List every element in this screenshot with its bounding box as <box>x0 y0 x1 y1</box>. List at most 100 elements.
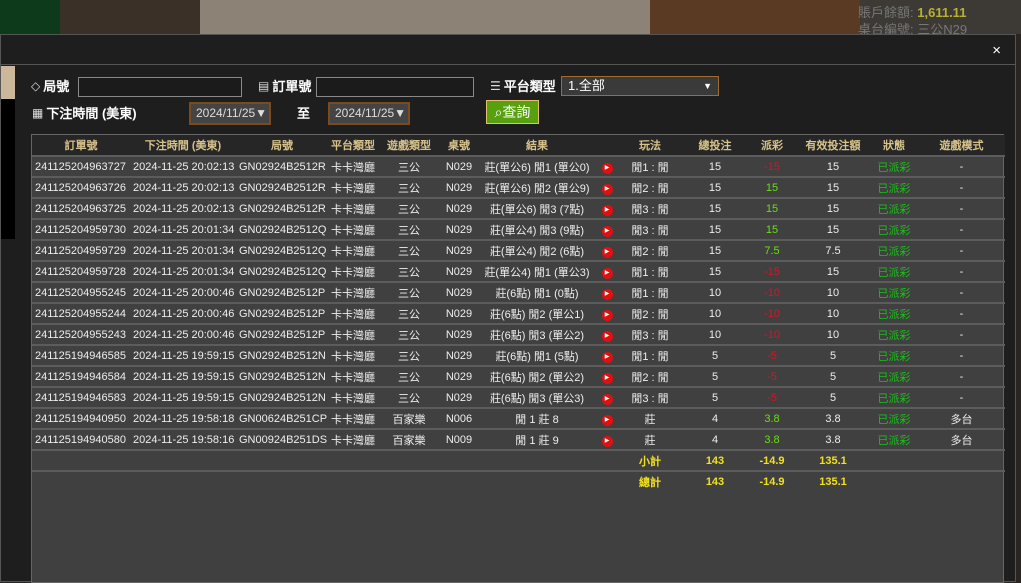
payout: -5 <box>748 386 796 408</box>
game-type: 三公 <box>378 218 440 240</box>
replay-cell: ▶ <box>596 218 618 240</box>
valid-bet: 10 <box>796 281 870 303</box>
result: 莊(單公6) 閒2 (單公9) <box>478 176 596 198</box>
valid-bet: 10 <box>796 323 870 345</box>
payout: 7.5 <box>748 239 796 261</box>
replay-icon[interactable]: ▶ <box>601 414 613 426</box>
calendar-icon: ▦ <box>32 105 44 120</box>
replay-icon[interactable]: ▶ <box>601 309 613 321</box>
subtotal-label: 小計 <box>618 449 682 471</box>
round-id: GN02924B2512N <box>236 365 328 387</box>
game-type: 三公 <box>378 365 440 387</box>
round-id: GN00624B251CP <box>236 407 328 429</box>
table-no: N029 <box>440 155 478 177</box>
bet-record-table: 訂單號 下注時間 (美東) 局號 平台類型 遊戲類型 桌號 結果 玩法 總投注 派彩 有效投注額 狀態… <box>31 134 1005 583</box>
game-mode: - <box>918 365 1005 387</box>
result: 莊(6點) 閒1 (5點) <box>478 344 596 366</box>
table-no: N029 <box>440 323 478 345</box>
total-valid: 135.1 <box>796 470 870 492</box>
empty-cell <box>32 449 130 471</box>
game-type: 百家樂 <box>378 407 440 429</box>
table-no: N029 <box>440 302 478 324</box>
platform: 卡卡灣廳 <box>328 344 378 366</box>
play-type: 閒2 : 閒 <box>618 302 682 324</box>
result: 莊(單公4) 閒2 (6點) <box>478 239 596 261</box>
payout: -10 <box>748 281 796 303</box>
platform: 卡卡灣廳 <box>328 281 378 303</box>
bet-time: 2024-11-25 20:01:34 <box>130 239 236 261</box>
game-mode: - <box>918 323 1005 345</box>
replay-icon[interactable]: ▶ <box>601 288 613 300</box>
order-id: 241125204955245 <box>32 281 130 303</box>
platform: 卡卡灣廳 <box>328 197 378 219</box>
platform: 卡卡灣廳 <box>328 302 378 324</box>
order-input[interactable] <box>316 77 474 97</box>
status: 已派彩 <box>870 281 918 303</box>
round-input[interactable] <box>78 77 242 97</box>
round-id: GN02924B2512Q <box>236 239 328 261</box>
replay-icon[interactable]: ▶ <box>601 330 613 342</box>
empty-cell <box>130 470 236 492</box>
platform-filter-label: ☰ 平台類型 <box>490 76 556 95</box>
replay-icon[interactable]: ▶ <box>601 435 613 447</box>
platform-select[interactable]: 1.全部 ▼ <box>561 76 719 96</box>
query-label: 查詢 <box>502 104 531 120</box>
status: 已派彩 <box>870 428 918 450</box>
replay-icon[interactable]: ▶ <box>601 225 613 237</box>
subtotal-payout: -14.9 <box>748 449 796 471</box>
order-id: 241125194946583 <box>32 386 130 408</box>
date-from-select[interactable]: 2024/11/25▼ <box>189 102 271 125</box>
bet-time: 2024-11-25 20:01:34 <box>130 260 236 282</box>
round-id: GN00924B251DS <box>236 428 328 450</box>
replay-cell: ▶ <box>596 155 618 177</box>
table-label: 桌台編號: <box>858 22 914 37</box>
total-bet: 15 <box>682 239 748 261</box>
valid-bet: 3.8 <box>796 428 870 450</box>
replay-icon[interactable]: ▶ <box>601 372 613 384</box>
replay-icon[interactable]: ▶ <box>601 183 613 195</box>
game-type: 三公 <box>378 176 440 198</box>
replay-icon[interactable]: ▶ <box>601 267 613 279</box>
chevron-down-icon: ▼ <box>703 81 712 91</box>
date-to-select[interactable]: 2024/11/25▼ <box>328 102 410 125</box>
replay-icon[interactable]: ▶ <box>601 351 613 363</box>
table-row: 241125204955244 2024-11-25 20:00:46 GN0292… <box>32 302 1005 324</box>
table-no: N029 <box>440 365 478 387</box>
replay-icon[interactable]: ▶ <box>601 162 613 174</box>
status: 已派彩 <box>870 302 918 324</box>
round-id: GN02924B2512N <box>236 344 328 366</box>
status: 已派彩 <box>870 386 918 408</box>
tag-icon: ◇ <box>31 78 41 93</box>
table-row: 241125204959730 2024-11-25 20:01:34 GN0292… <box>32 218 1005 240</box>
empty-cell <box>870 449 918 471</box>
table-no: N029 <box>440 176 478 198</box>
payout: 15 <box>748 197 796 219</box>
total-bet: 15 <box>682 197 748 219</box>
total-label: 總計 <box>618 470 682 492</box>
order-id: 241125204959729 <box>32 239 130 261</box>
search-icon: ⌕ <box>494 104 503 120</box>
valid-bet: 15 <box>796 155 870 177</box>
valid-bet: 15 <box>796 218 870 240</box>
side-tab[interactable] <box>1 66 15 99</box>
game-mode: - <box>918 239 1005 261</box>
status: 已派彩 <box>870 323 918 345</box>
game-type: 三公 <box>378 155 440 177</box>
replay-icon[interactable]: ▶ <box>601 246 613 258</box>
query-button[interactable]: ⌕查詢 <box>486 100 539 124</box>
valid-bet: 7.5 <box>796 239 870 261</box>
play-type: 閒3 : 閒 <box>618 386 682 408</box>
valid-bet: 5 <box>796 386 870 408</box>
order-id: 241125194946584 <box>32 365 130 387</box>
replay-cell: ▶ <box>596 428 618 450</box>
replay-icon[interactable]: ▶ <box>601 204 613 216</box>
replay-cell: ▶ <box>596 302 618 324</box>
game-mode: - <box>918 302 1005 324</box>
result: 莊(6點) 閒2 (單公2) <box>478 365 596 387</box>
valid-bet: 15 <box>796 176 870 198</box>
close-button[interactable]: × <box>992 42 1001 59</box>
order-id: 241125204955243 <box>32 323 130 345</box>
replay-icon[interactable]: ▶ <box>601 393 613 405</box>
table-row: 241125204963725 2024-11-25 20:02:13 GN0292… <box>32 197 1005 219</box>
result: 莊(6點) 閒3 (單公3) <box>478 386 596 408</box>
